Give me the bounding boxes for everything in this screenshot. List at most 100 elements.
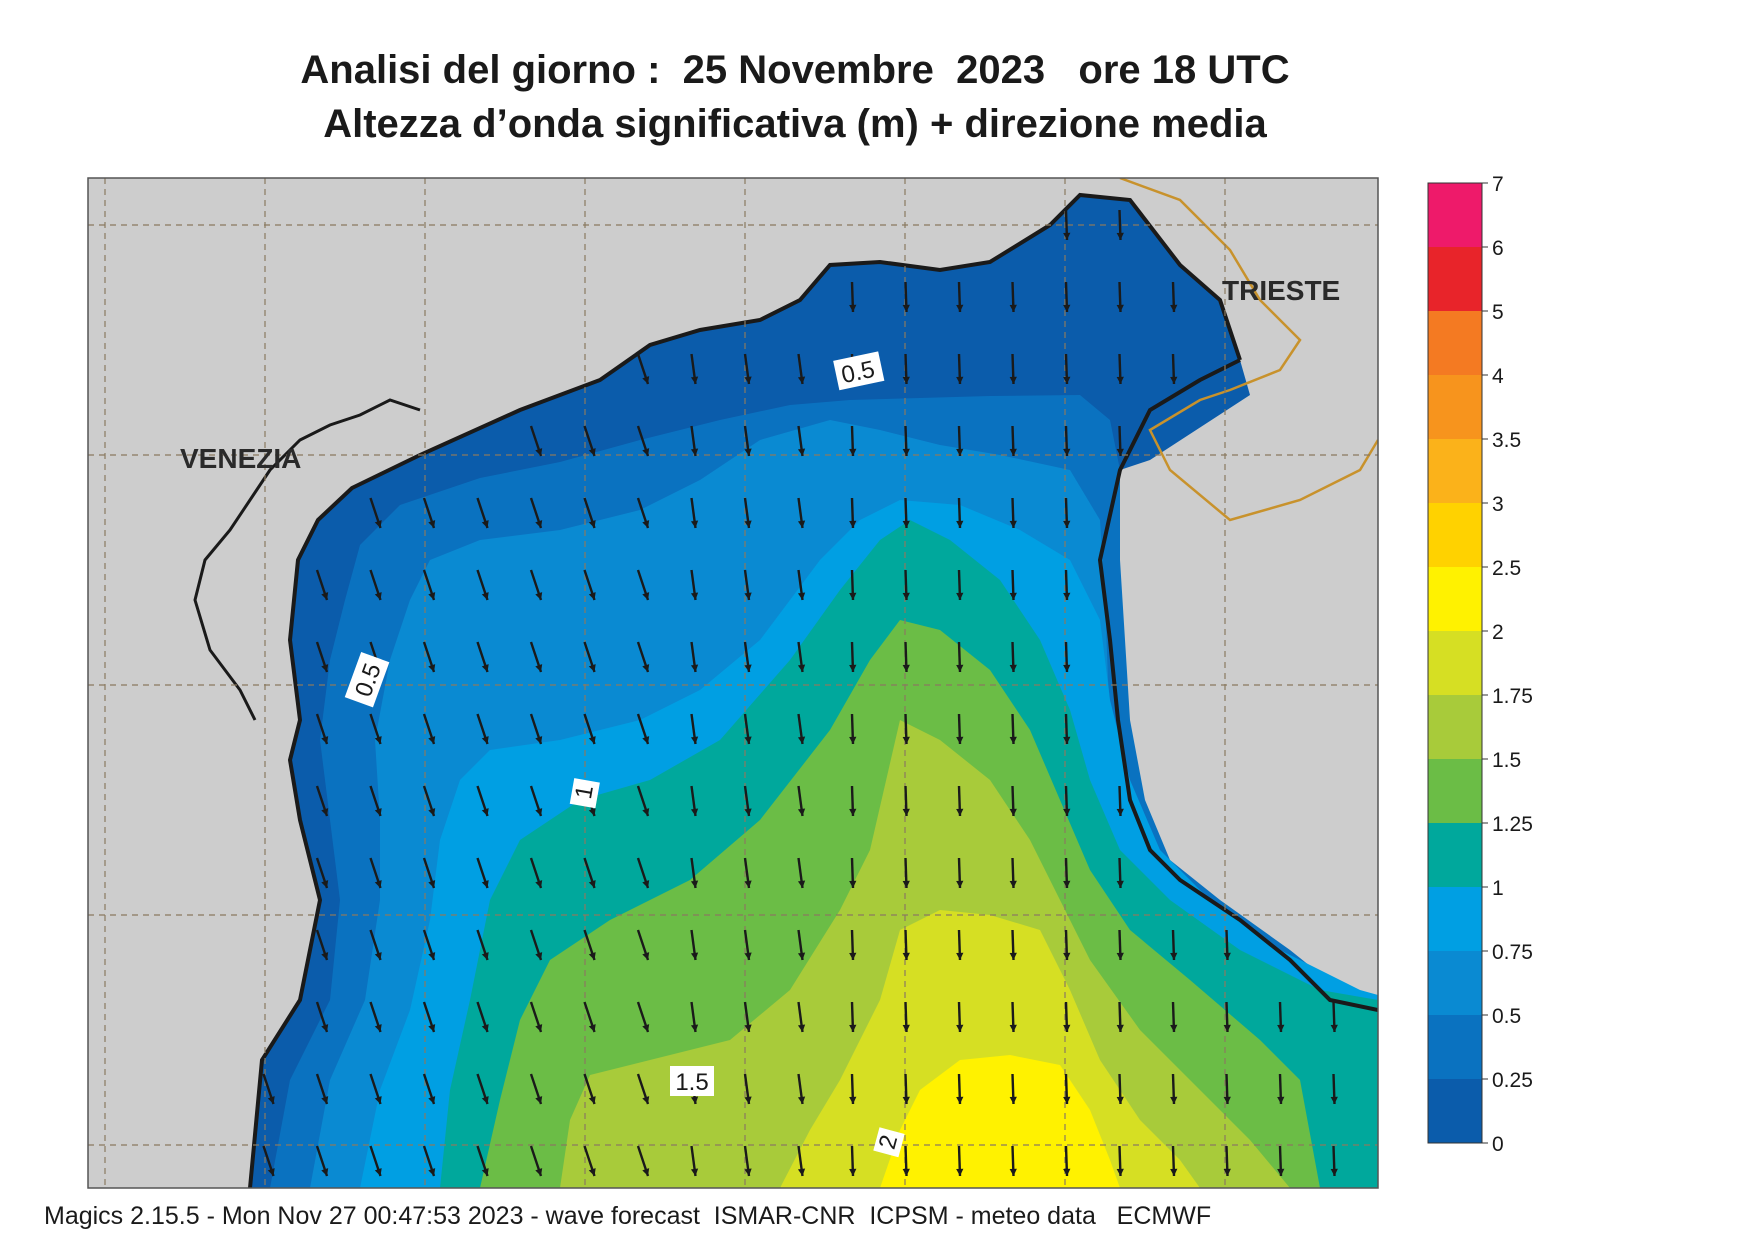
legend-swatch: [1428, 503, 1482, 567]
contour-label: 1: [570, 783, 599, 801]
direction-arrow: [476, 713, 489, 745]
coastline-east: [1097, 358, 1378, 1012]
direction-arrow: [636, 1145, 650, 1177]
direction-arrow: [422, 785, 436, 817]
legend-tick-label: 7: [1492, 173, 1504, 196]
direction-arrow: [583, 641, 596, 673]
legend-swatch: [1428, 567, 1482, 631]
coastline-west: [248, 192, 1242, 1188]
direction-arrow: [956, 353, 964, 385]
direction-arrow: [849, 425, 857, 457]
direction-arrow: [636, 1073, 650, 1105]
band-2-5: [880, 1055, 1120, 1188]
direction-arrow: [956, 641, 964, 673]
direction-arrow: [369, 785, 382, 817]
direction-arrow: [743, 425, 752, 457]
direction-arrow: [315, 1073, 329, 1105]
direction-arrow: [1009, 353, 1017, 385]
direction-arrow: [1063, 1001, 1071, 1033]
direction-arrow: [583, 569, 596, 601]
direction-arrow: [902, 569, 910, 601]
direction-arrow: [636, 569, 650, 601]
direction-arrow: [743, 713, 752, 745]
direction-arrow: [529, 1145, 543, 1177]
legend-swatch: [1428, 439, 1482, 503]
direction-arrow: [422, 1073, 436, 1105]
direction-arrow: [1170, 929, 1178, 961]
direction-arrow: [1116, 1001, 1124, 1033]
direction-arrow: [902, 857, 910, 889]
title-line-2: Altezza d’onda significativa (m) + direz…: [323, 102, 1267, 146]
direction-arrow: [476, 785, 489, 817]
direction-arrow: [1116, 425, 1124, 457]
direction-arrow: [529, 929, 543, 961]
direction-arrow: [1223, 1073, 1231, 1105]
legend-tick-label: 1.25: [1492, 813, 1533, 836]
legend-swatch: [1428, 823, 1482, 887]
direction-arrow: [849, 1145, 857, 1177]
legend-tick-label: 6: [1492, 237, 1504, 260]
legend-swatch: [1428, 631, 1482, 695]
direction-arrow: [369, 713, 382, 745]
direction-arrow: [636, 713, 650, 745]
direction-arrow: [902, 281, 910, 313]
direction-arrow: [849, 785, 857, 817]
direction-arrow: [956, 569, 964, 601]
direction-arrow: [1170, 1001, 1178, 1033]
direction-arrow: [1170, 281, 1178, 313]
direction-arrow: [1063, 281, 1071, 313]
direction-arrow: [262, 1073, 275, 1105]
direction-arrow: [476, 497, 489, 529]
legend-swatch: [1428, 1015, 1482, 1079]
direction-arrow: [369, 1001, 382, 1033]
direction-arrow: [583, 857, 596, 889]
direction-arrow: [849, 713, 857, 745]
direction-arrow: [529, 569, 543, 601]
direction-arrow: [956, 1145, 964, 1177]
direction-arrow: [1009, 641, 1017, 673]
direction-arrow: [476, 641, 489, 673]
direction-arrow: [636, 929, 650, 961]
direction-arrow: [529, 785, 543, 817]
direction-arrow: [422, 713, 436, 745]
footer-credits: Magics 2.15.5 - Mon Nov 27 00:47:53 2023…: [44, 1202, 1212, 1230]
legend-swatch: [1428, 1079, 1482, 1143]
legend-tick-label: 1: [1492, 877, 1504, 900]
legend-frame: [1427, 182, 1483, 1144]
direction-arrow: [1063, 353, 1071, 385]
direction-arrow: [690, 1145, 699, 1177]
direction-arrow: [1116, 785, 1124, 817]
direction-arrow: [476, 1001, 489, 1033]
direction-arrow: [690, 713, 699, 745]
direction-arrow: [956, 425, 964, 457]
direction-arrow: [583, 1073, 596, 1105]
direction-arrow: [1063, 1073, 1071, 1105]
direction-arrow: [636, 497, 650, 529]
direction-arrow: [797, 929, 806, 961]
direction-arrow: [849, 1001, 857, 1033]
direction-arrow: [369, 569, 382, 601]
direction-arrow: [529, 857, 543, 889]
direction-arrow: [1330, 1001, 1338, 1033]
direction-arrow: [1116, 857, 1124, 889]
direction-arrow: [1116, 209, 1124, 241]
legend-swatch: [1428, 247, 1482, 311]
contour-label: 1.5: [675, 1069, 708, 1096]
direction-arrow: [797, 713, 806, 745]
direction-arrow: [797, 1073, 806, 1105]
direction-arrow: [1009, 785, 1017, 817]
legend-tick-label: 2: [1492, 621, 1504, 644]
direction-arrow: [422, 1145, 436, 1177]
legend-tick-label: 1.5: [1492, 749, 1521, 772]
legend-tick-label: 0.75: [1492, 941, 1533, 964]
direction-arrow: [690, 641, 699, 673]
direction-arrow: [422, 857, 436, 889]
direction-arrow: [315, 713, 329, 745]
place-label-trieste: TRIESTE: [1222, 275, 1340, 306]
direction-arrow: [422, 929, 436, 961]
direction-arrow: [849, 569, 857, 601]
direction-arrow: [583, 497, 596, 529]
direction-arrow: [690, 785, 699, 817]
direction-arrow: [849, 857, 857, 889]
